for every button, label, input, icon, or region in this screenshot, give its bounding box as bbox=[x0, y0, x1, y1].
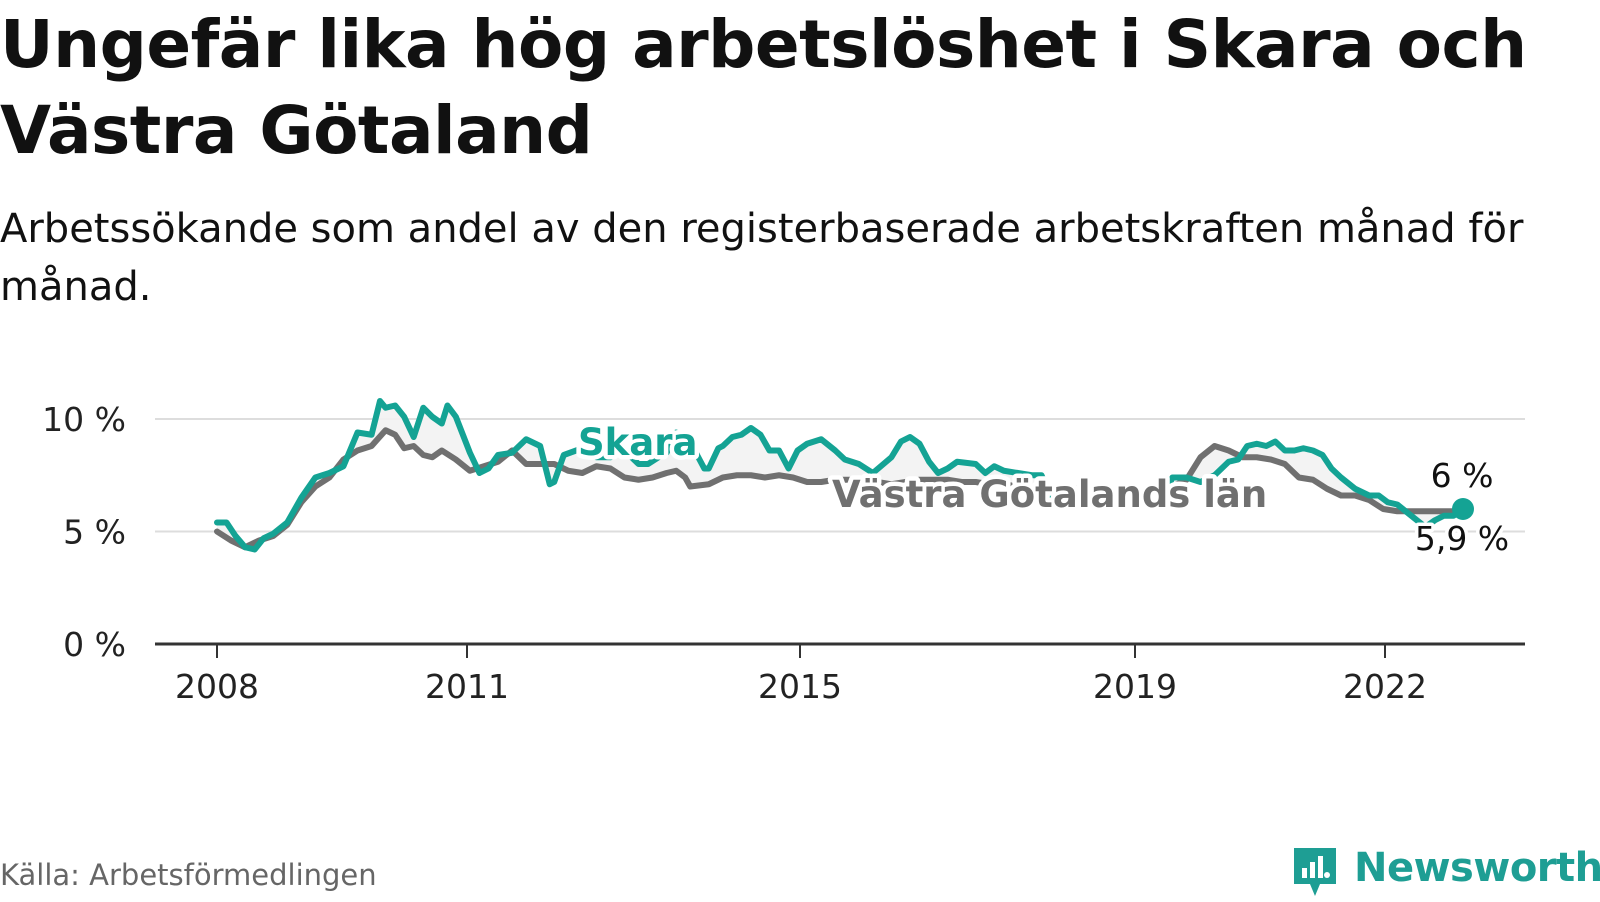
x-tick-label: 2022 bbox=[1343, 667, 1427, 706]
x-tick-label: 2011 bbox=[425, 667, 509, 706]
logo-bar-1 bbox=[1302, 868, 1307, 878]
logo-bar-2 bbox=[1310, 862, 1315, 878]
difference-area bbox=[217, 401, 1463, 550]
x-tick-label: 2008 bbox=[175, 667, 259, 706]
x-tick-label: 2015 bbox=[758, 667, 842, 706]
series-line-skara bbox=[214, 398, 1466, 553]
series-label-skara-halo: Skara bbox=[578, 421, 697, 464]
brand-logo: Newsworthy bbox=[1290, 842, 1600, 902]
logo-dot bbox=[1324, 872, 1330, 878]
end-value-vastra-gotaland-halo: 5,9 % bbox=[1415, 519, 1509, 558]
series-label-skara: Skara bbox=[578, 421, 697, 464]
end-value-vastra-gotaland: 5,9 % bbox=[1415, 519, 1509, 558]
series-line-vastra-gotaland bbox=[214, 427, 1466, 551]
logo-bar-3 bbox=[1318, 856, 1323, 878]
chart-title: Ungefär lika hög arbetslöshet i Skara oc… bbox=[0, 6, 1527, 169]
end-value-skara: 6 % bbox=[1431, 456, 1494, 495]
y-tick-label: 5 % bbox=[63, 513, 126, 552]
newsworthy-logo-icon bbox=[1294, 848, 1336, 896]
series-label-vastra-gotaland: Västra Götalands län bbox=[832, 473, 1267, 516]
brand-name: Newsworthy bbox=[1354, 845, 1600, 891]
series-label-vastra-gotaland-halo: Västra Götalands län bbox=[832, 473, 1267, 516]
series-lines bbox=[214, 398, 1474, 553]
chart-subtitle: Arbetssökande som andel av den registerb… bbox=[0, 206, 1524, 310]
source-note: Källa: Arbetsförmedlingen bbox=[0, 858, 377, 892]
line-chart: 0 %5 %10 % 2008 2011 2015 2019 2022 SkaraSka… bbox=[42, 398, 1525, 706]
x-tick-label: 2019 bbox=[1093, 667, 1177, 706]
skara-end-point bbox=[1452, 498, 1474, 520]
x-axis-ticks: 2008 2011 2015 2019 2022 bbox=[175, 644, 1427, 706]
end-value-skara-halo: 6 % bbox=[1431, 456, 1494, 495]
y-tick-label: 10 % bbox=[42, 400, 126, 439]
y-axis-ticks: 0 % 5 % 10 % bbox=[42, 400, 126, 664]
y-tick-label: 0 % bbox=[63, 625, 126, 664]
